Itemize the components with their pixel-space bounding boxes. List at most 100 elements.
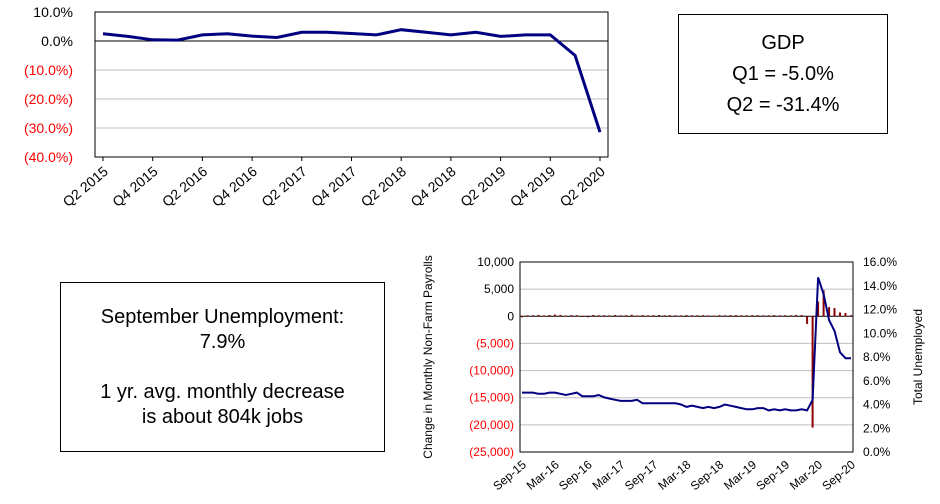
payroll-change-bar: [592, 314, 595, 317]
jobs-decrease-line1: 1 yr. avg. monthly decrease: [100, 380, 345, 403]
gdp-y-tick-label: 0.0%: [41, 33, 73, 49]
payroll-change-bar: [773, 315, 776, 317]
payroll-change-bar: [712, 315, 715, 317]
payroll-change-bar: [619, 315, 622, 317]
unemployment-y-tick-label: 0.0%: [863, 445, 891, 459]
gdp-q2-value: Q2 = -31.4%: [726, 93, 840, 116]
gdp-y-tick-label: 10.0%: [33, 4, 73, 20]
payrolls-x-tick-label: Sep-18: [688, 457, 727, 493]
payrolls-x-tick-label: Mar-17: [590, 457, 628, 492]
payroll-change-bar: [696, 315, 699, 317]
payroll-change-bar: [806, 316, 809, 324]
payroll-change-bar: [532, 315, 534, 317]
payroll-change-bar: [570, 315, 573, 317]
payroll-change-bar: [718, 315, 721, 317]
payroll-change-bar: [559, 315, 562, 317]
payroll-change-bar: [828, 307, 831, 317]
unemployment-y-tick-label: 4.0%: [863, 398, 891, 412]
gdp-y-tick-label: (40.0%): [24, 149, 73, 165]
payroll-change-bars: [521, 290, 852, 428]
payroll-change-bar: [707, 315, 710, 317]
payrolls-x-tick-label: Sep-16: [556, 457, 595, 493]
payrolls-chart-x-ticks: Sep-15Mar-16Sep-16Mar-17Sep-17Mar-18Sep-…: [490, 457, 858, 493]
payroll-change-bar: [575, 315, 578, 317]
payroll-change-bar: [702, 315, 704, 317]
payroll-change-bar: [614, 315, 617, 317]
unemployment-y-tick-label: 6.0%: [863, 374, 891, 388]
payroll-change-bar: [822, 290, 825, 317]
payrolls-y-tick-label: (15,000): [469, 391, 514, 405]
payroll-change-bar: [658, 315, 661, 317]
unemployment-y-tick-label: 8.0%: [863, 350, 891, 364]
gdp-y-tick-label: (30.0%): [24, 120, 73, 136]
payroll-change-bar: [581, 316, 584, 317]
payroll-change-bar: [647, 315, 650, 317]
payroll-change-bar: [641, 315, 644, 317]
payroll-change-bar: [756, 315, 759, 317]
payroll-change-bar: [652, 315, 655, 317]
payrolls-chart-right-axis-label: Total Unemployed: [911, 309, 925, 405]
payroll-change-bar: [811, 316, 814, 428]
payroll-change-bar: [833, 308, 836, 317]
unemployment-rate-line: [522, 277, 851, 412]
gdp-y-tick-label: (10.0%): [24, 62, 73, 78]
gdp-q1-value: Q1 = -5.0%: [732, 62, 834, 85]
payrolls-x-tick-label: Mar-19: [721, 457, 759, 492]
payroll-change-bar: [723, 315, 726, 317]
payroll-change-bar: [789, 315, 792, 317]
payroll-change-bar: [586, 316, 589, 318]
payroll-change-bar: [553, 314, 556, 317]
gdp-growth-line: [102, 28, 602, 133]
unemployment-summary-heading: September Unemployment:: [100, 305, 345, 328]
payrolls-x-tick-label: Mar-20: [787, 457, 825, 492]
payrolls-y-tick-label: (5,000): [476, 336, 514, 350]
payrolls-y-tick-label: (10,000): [469, 364, 514, 378]
payrolls-y-tick-label: 10,000: [477, 255, 514, 269]
unemployment-y-tick-label: 2.0%: [863, 421, 891, 435]
gdp-chart-y-ticks: 10.0% 0.0% (10.0%) (20.0%) (30.0%) (40.0%): [24, 4, 73, 165]
payroll-change-bar: [597, 315, 600, 317]
payroll-change-bar: [680, 315, 682, 317]
gdp-summary-box: GDP Q1 = -5.0% Q2 = -31.4%: [678, 14, 888, 134]
payrolls-chart-plot-frame: [519, 261, 854, 453]
payroll-change-bar: [784, 315, 787, 317]
payroll-change-bar: [630, 314, 633, 317]
payroll-change-bar: [729, 315, 732, 317]
payrolls-y-tick-label: 5,000: [484, 282, 514, 296]
payroll-change-bar: [537, 314, 540, 317]
unemployment-summary-box: September Unemployment: 7.9% 1 yr. avg. …: [60, 282, 385, 452]
payroll-change-bar: [839, 312, 841, 317]
payroll-change-bar: [669, 315, 671, 317]
payroll-change-bar: [564, 315, 567, 317]
payrolls-x-tick-label: Mar-18: [655, 457, 693, 492]
payrolls-y-tick-label: 0: [507, 309, 514, 323]
payrolls-chart-right-y-ticks: 16.0% 14.0% 12.0% 10.0% 8.0% 6.0% 4.0% 2.0% 0.0%: [863, 255, 897, 459]
payroll-change-bar: [800, 315, 803, 317]
payroll-change-bar: [603, 315, 606, 317]
payrolls-x-tick-label: Sep-19: [753, 457, 792, 493]
payroll-change-bar: [817, 301, 820, 317]
payroll-change-bar: [844, 313, 847, 317]
payroll-change-bar: [636, 315, 639, 317]
gdp-chart-gridlines: [95, 69, 608, 129]
unemployment-y-tick-label: 16.0%: [863, 255, 897, 269]
payrolls-x-tick-label: Mar-16: [524, 457, 562, 492]
payroll-change-bar: [625, 315, 628, 317]
unemployment-y-tick-label: 12.0%: [863, 303, 897, 317]
payroll-change-bar: [778, 315, 781, 317]
unemployment-y-tick-label: 14.0%: [863, 279, 897, 293]
payrolls-chart-gridlines: [520, 288, 853, 426]
payrolls-x-tick-label: Sep-15: [490, 457, 529, 493]
payrolls-x-tick-label: Sep-20: [819, 457, 858, 493]
unemployment-y-tick-label: 10.0%: [863, 326, 897, 340]
payroll-change-bar: [751, 315, 754, 317]
payroll-change-bar: [548, 315, 551, 317]
gdp-y-tick-label: (20.0%): [24, 91, 73, 107]
payrolls-x-tick-label: Sep-17: [622, 457, 661, 493]
payroll-change-bar: [767, 315, 770, 317]
payroll-change-bar: [542, 315, 545, 317]
payrolls-y-tick-label: (25,000): [469, 445, 514, 459]
payrolls-chart-left-y-ticks: 10,000 5,000 0 (5,000) (10,000) (15,000) (20,0…: [469, 255, 514, 459]
